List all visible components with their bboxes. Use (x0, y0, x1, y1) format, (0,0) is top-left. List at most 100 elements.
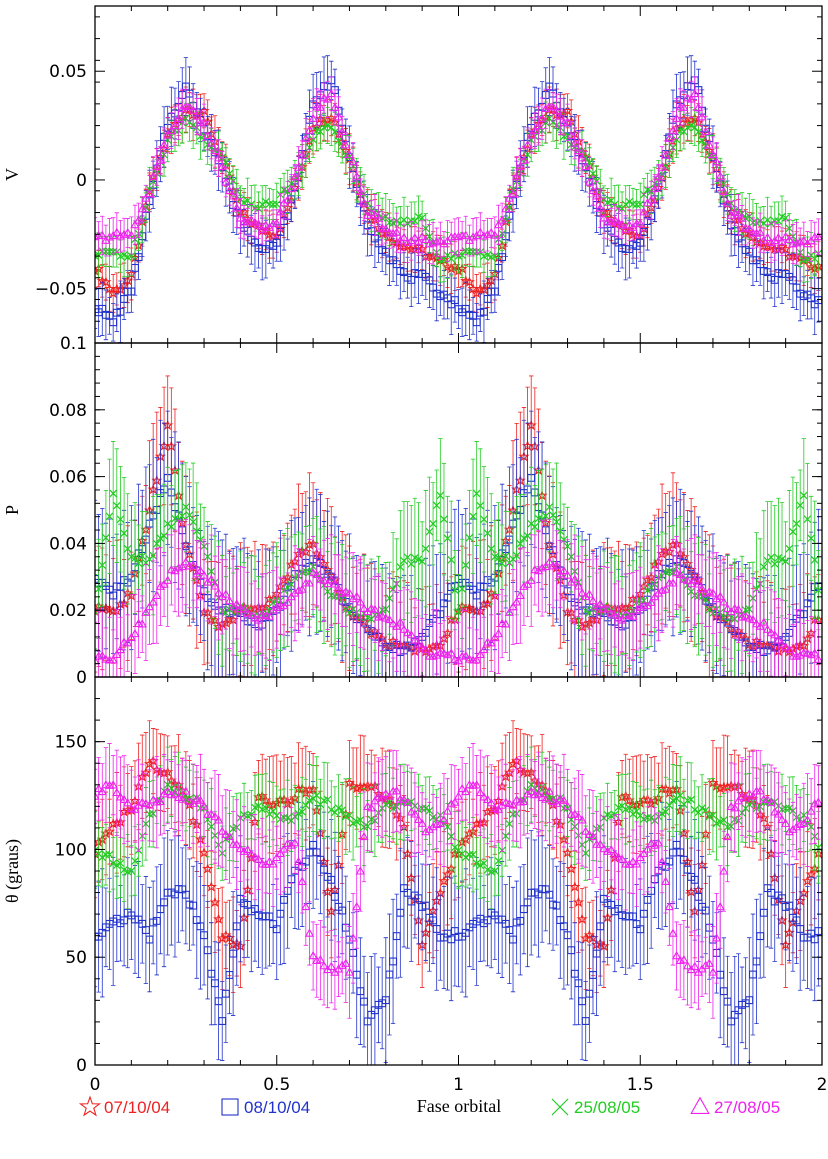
marker-triangle (141, 607, 151, 616)
error-bar (434, 227, 439, 257)
marker-triangle (468, 232, 478, 241)
marker-cross (556, 527, 565, 535)
marker-triangle (177, 561, 187, 571)
marker-triangle (584, 177, 595, 186)
error-bar (532, 534, 538, 606)
data-point (548, 92, 558, 122)
y-tick-label: 0 (76, 171, 87, 191)
data-point (115, 616, 126, 677)
marker-triangle (188, 105, 198, 114)
data-point (112, 212, 122, 253)
data-point (446, 221, 456, 253)
marker-triangle (501, 619, 511, 628)
error-bar (183, 519, 189, 606)
marker-cross (792, 519, 801, 528)
data-point (810, 619, 820, 677)
data-point (722, 185, 733, 222)
error-bar (681, 548, 687, 611)
error-bar (456, 217, 461, 257)
error-bar (347, 552, 352, 635)
marker-triangle (188, 560, 198, 569)
error-bar (561, 110, 567, 136)
data-point (584, 167, 595, 198)
data-point (795, 227, 805, 257)
error-bar (670, 539, 676, 628)
error-bar (129, 216, 134, 255)
marker-triangle (515, 161, 525, 171)
marker-triangle (290, 172, 300, 181)
data-point (471, 629, 482, 677)
marker-triangle (428, 651, 438, 660)
error-bar (95, 574, 98, 650)
data-point (780, 220, 791, 254)
marker-triangle (217, 591, 227, 601)
marker-triangle (493, 628, 504, 638)
data-point (683, 113, 692, 142)
data-point (421, 614, 431, 677)
marker-triangle (319, 575, 329, 585)
error-bar (768, 589, 774, 677)
data-point (261, 573, 271, 659)
marker-cross (800, 491, 808, 500)
error-bar (685, 539, 690, 622)
data-point (491, 519, 499, 594)
data-point (733, 576, 744, 643)
error-bar (612, 583, 618, 648)
marker-triangle (522, 140, 533, 149)
data-point (570, 534, 580, 625)
data-point (355, 178, 366, 205)
error-bar (456, 621, 461, 677)
data-point (573, 555, 584, 617)
error-bar (801, 623, 807, 677)
data-point (777, 227, 787, 256)
error-bar (212, 555, 218, 617)
data-point (224, 553, 235, 649)
panel-2-data (95, 375, 822, 677)
marker-triangle (341, 586, 351, 596)
marker-triangle (257, 224, 267, 234)
error-bar (489, 218, 494, 248)
error-bar (518, 547, 523, 644)
data-point (126, 594, 137, 677)
marker-triangle (446, 648, 456, 657)
marker-star (471, 287, 483, 299)
series-27-08-05 (95, 76, 822, 265)
data-point (483, 277, 492, 321)
marker-triangle (130, 219, 140, 229)
marker-triangle (541, 103, 551, 113)
marker-cross (443, 534, 452, 543)
data-point (740, 581, 751, 651)
error-bar (256, 210, 261, 239)
marker-triangle (232, 203, 242, 212)
data-point (737, 573, 747, 662)
marker-triangle (624, 220, 635, 229)
marker-triangle (123, 227, 133, 237)
error-bar (107, 297, 112, 335)
marker-cross (105, 512, 114, 521)
data-point (290, 163, 300, 191)
data-point (97, 610, 107, 677)
marker-triangle (537, 113, 547, 123)
marker-cross (552, 518, 561, 526)
data-point (755, 212, 765, 253)
marker-triangle (784, 644, 794, 653)
data-point (791, 609, 802, 677)
marker-triangle (762, 624, 773, 633)
error-bar (474, 629, 479, 677)
data-point (344, 136, 355, 173)
data-point (133, 589, 144, 659)
marker-star (100, 276, 112, 287)
error-bar (390, 589, 396, 659)
marker-triangle (661, 584, 671, 593)
marker-triangle (195, 565, 206, 575)
data-point (443, 495, 452, 581)
error-bar (776, 223, 781, 253)
error-bar (438, 221, 443, 261)
data-point (337, 115, 347, 148)
marker-triangle (461, 230, 471, 239)
marker-triangle (686, 578, 696, 588)
error-bar (514, 560, 519, 644)
data-point (788, 623, 798, 677)
data-point (319, 539, 329, 622)
data-point (613, 207, 624, 238)
